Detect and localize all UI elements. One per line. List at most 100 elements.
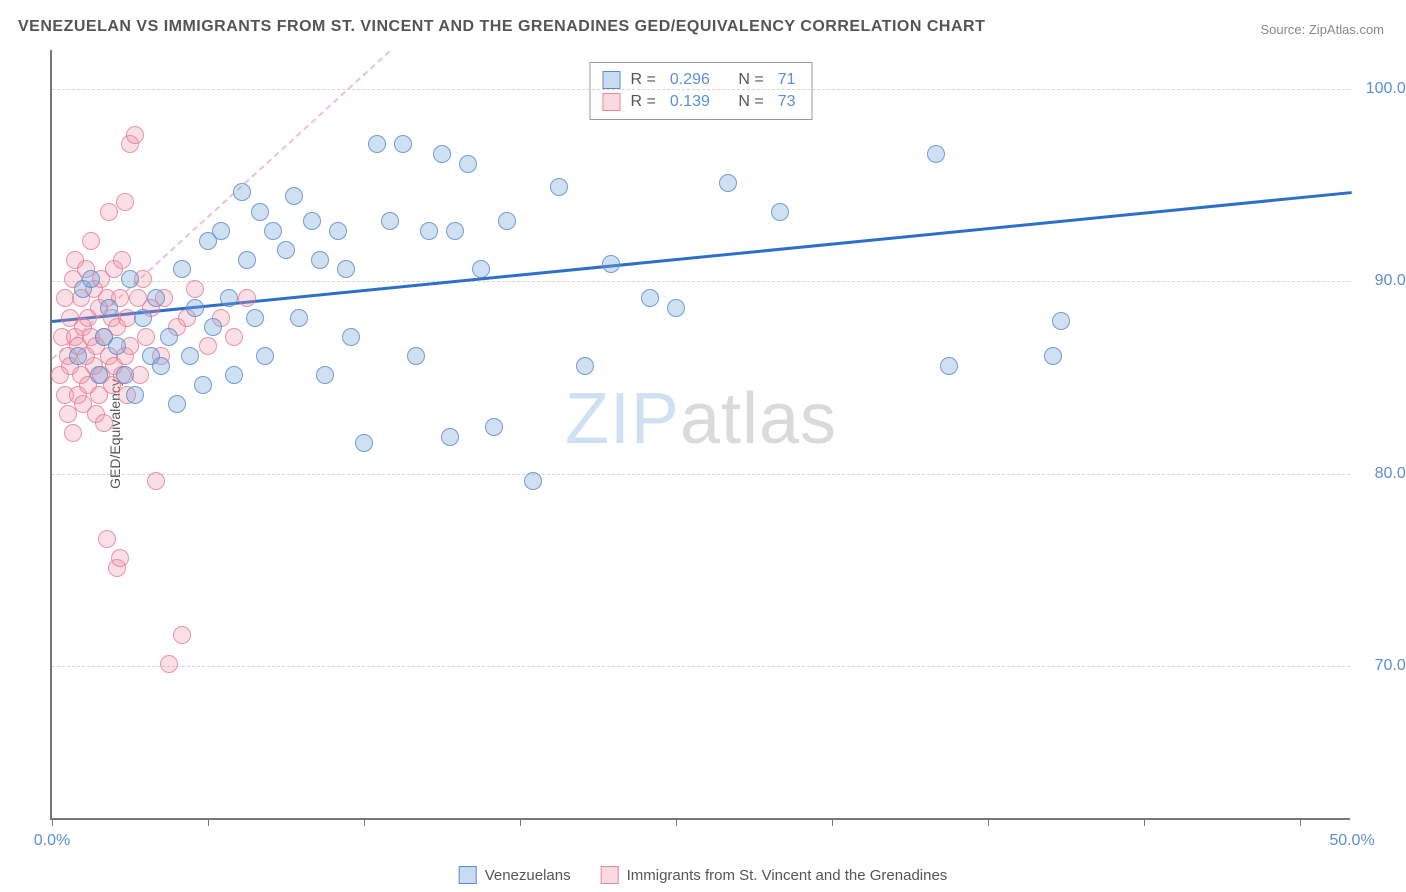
data-point-pink: [147, 472, 165, 490]
data-point-pink: [82, 232, 100, 250]
data-point-blue: [194, 376, 212, 394]
data-point-blue: [121, 270, 139, 288]
data-point-blue: [368, 135, 386, 153]
data-point-blue: [173, 260, 191, 278]
data-point-blue: [108, 337, 126, 355]
data-point-pink: [160, 655, 178, 673]
legend-item-blue: Venezuelans: [459, 866, 571, 884]
legend-item-pink: Immigrants from St. Vincent and the Gren…: [601, 866, 948, 884]
data-point-blue: [181, 347, 199, 365]
data-point-pink: [95, 414, 113, 432]
r-value-pink: 0.139: [670, 93, 710, 111]
data-point-blue: [303, 212, 321, 230]
data-point-blue: [316, 366, 334, 384]
data-point-pink: [225, 328, 243, 346]
data-point-blue: [168, 395, 186, 413]
data-point-blue: [576, 357, 594, 375]
swatch-blue-icon: [603, 71, 621, 89]
data-point-blue: [667, 299, 685, 317]
x-tick: [520, 818, 521, 826]
data-point-pink: [173, 626, 191, 644]
gridline-h: [52, 281, 1350, 282]
swatch-blue-icon: [459, 866, 477, 884]
y-tick-label: 70.0%: [1360, 657, 1406, 675]
data-point-blue: [212, 222, 230, 240]
r-label: R =: [631, 93, 656, 111]
gridline-h: [52, 666, 1350, 667]
data-point-blue: [329, 222, 347, 240]
data-point-blue: [82, 270, 100, 288]
data-point-blue: [290, 309, 308, 327]
x-tick: [676, 818, 677, 826]
x-tick: [1300, 818, 1301, 826]
data-point-pink: [98, 530, 116, 548]
data-point-pink: [137, 328, 155, 346]
legend-label-pink: Immigrants from St. Vincent and the Gren…: [627, 867, 948, 884]
data-point-blue: [641, 289, 659, 307]
data-point-pink: [238, 289, 256, 307]
data-point-blue: [420, 222, 438, 240]
chart-title: VENEZUELAN VS IMMIGRANTS FROM ST. VINCEN…: [18, 18, 985, 36]
data-point-blue: [355, 434, 373, 452]
data-point-blue: [186, 299, 204, 317]
r-label: R =: [631, 71, 656, 89]
data-point-blue: [116, 366, 134, 384]
data-point-blue: [771, 203, 789, 221]
legend-label-blue: Venezuelans: [485, 867, 571, 884]
gridline-h: [52, 89, 1350, 90]
stats-row-pink: R = 0.139 N = 73: [603, 91, 800, 113]
data-point-blue: [238, 251, 256, 269]
data-point-blue: [381, 212, 399, 230]
data-point-blue: [225, 366, 243, 384]
data-point-blue: [342, 328, 360, 346]
data-point-blue: [69, 347, 87, 365]
data-point-blue: [126, 386, 144, 404]
data-point-blue: [433, 145, 451, 163]
x-tick: [988, 818, 989, 826]
gridline-h: [52, 474, 1350, 475]
data-point-blue: [446, 222, 464, 240]
data-point-pink: [186, 280, 204, 298]
data-point-blue: [485, 418, 503, 436]
x-tick: [832, 818, 833, 826]
data-point-blue: [285, 187, 303, 205]
watermark-part2: atlas: [680, 379, 837, 459]
r-value-blue: 0.296: [670, 71, 710, 89]
bottom-legend: Venezuelans Immigrants from St. Vincent …: [459, 866, 948, 884]
data-point-blue: [940, 357, 958, 375]
data-point-blue: [277, 241, 295, 259]
n-label: N =: [738, 71, 763, 89]
data-point-blue: [100, 299, 118, 317]
data-point-blue: [311, 251, 329, 269]
n-label: N =: [738, 93, 763, 111]
x-tick: [1144, 818, 1145, 826]
y-tick-label: 80.0%: [1360, 465, 1406, 483]
data-point-blue: [204, 318, 222, 336]
data-point-blue: [394, 135, 412, 153]
data-point-pink: [199, 337, 217, 355]
data-point-pink: [113, 251, 131, 269]
data-point-blue: [90, 366, 108, 384]
x-tick: [52, 818, 53, 826]
x-tick: [364, 818, 365, 826]
data-point-pink: [126, 126, 144, 144]
data-point-blue: [246, 309, 264, 327]
data-point-pink: [64, 424, 82, 442]
data-point-blue: [524, 472, 542, 490]
data-point-blue: [472, 260, 490, 278]
data-point-blue: [1052, 312, 1070, 330]
swatch-pink-icon: [603, 93, 621, 111]
data-point-pink: [116, 193, 134, 211]
stats-legend-box: R = 0.296 N = 71 R = 0.139 N = 73: [590, 62, 813, 120]
x-tick-label: 0.0%: [34, 832, 70, 850]
data-point-blue: [498, 212, 516, 230]
data-point-blue: [337, 260, 355, 278]
data-point-blue: [256, 347, 274, 365]
data-point-pink: [131, 366, 149, 384]
n-value-blue: 71: [778, 71, 796, 89]
n-value-pink: 73: [778, 93, 796, 111]
data-point-blue: [550, 178, 568, 196]
source-attribution: Source: ZipAtlas.com: [1260, 22, 1384, 37]
data-point-blue: [160, 328, 178, 346]
data-point-blue: [134, 309, 152, 327]
